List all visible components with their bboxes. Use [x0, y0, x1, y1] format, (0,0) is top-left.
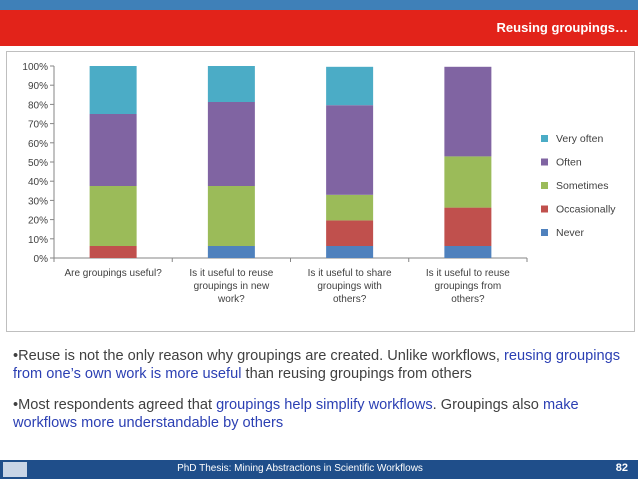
highlighted-text: make workflows more understandable by ot… — [13, 397, 579, 431]
top-accent-bar — [0, 0, 638, 10]
x-category-label: others? — [333, 294, 367, 305]
legend-label: Occasionally — [556, 204, 616, 216]
legend-swatch — [541, 205, 548, 213]
slide-title: Reusing groupings… — [496, 20, 628, 35]
y-tick-label: 20% — [28, 216, 48, 227]
y-tick-label: 30% — [28, 196, 48, 207]
bar-segment-very-often — [207, 66, 255, 102]
x-category-label: groupings from — [435, 281, 502, 292]
x-category-label: groupings with — [317, 281, 381, 292]
legend-swatch — [541, 182, 548, 189]
legend-swatch — [541, 229, 548, 236]
legend-label: Very often — [556, 133, 603, 145]
bar-segment-very-often — [89, 66, 137, 114]
legend-swatch — [541, 158, 548, 166]
bullet-item: •Most respondents agreed that groupings … — [13, 396, 631, 432]
x-category-label: Is it useful to reuse — [426, 268, 510, 279]
bar-segment-sometimes — [326, 194, 374, 221]
bar-segment-never — [444, 246, 492, 258]
y-tick-label: 90% — [28, 81, 48, 92]
legend-label: Never — [556, 227, 585, 239]
y-tick-label: 80% — [28, 100, 48, 111]
bar-segment-very-often — [326, 66, 374, 106]
bar-segment-occasionally — [326, 220, 374, 246]
footer-text: PhD Thesis: Mining Abstractions in Scien… — [177, 463, 423, 474]
slide-footer: PhD Thesis: Mining Abstractions in Scien… — [0, 460, 638, 479]
x-category-label: Are groupings useful? — [64, 268, 162, 279]
legend-label: Sometimes — [556, 180, 609, 192]
page-number: 82 — [615, 462, 628, 474]
bullet-text: than reusing groupings from others — [241, 366, 472, 382]
bar-segment-sometimes — [207, 186, 255, 246]
chart-frame: 0% 10% 20% 30% 40% 50% 60% 70% 80% 90% 100% Are gro… — [6, 51, 635, 332]
bullet-text: . Groupings also — [432, 397, 543, 413]
bar-segment-occasionally — [444, 207, 492, 246]
highlighted-text: groupings help simplify workflows — [216, 397, 433, 413]
highlighted-text: reusing groupings from one’s own work is… — [13, 348, 621, 382]
bullet-item: •Reuse is not the only reason why groupi… — [13, 347, 631, 383]
bar-segment-never — [207, 246, 255, 258]
x-category-label: Is it useful to reuse — [189, 268, 273, 279]
bullet-text: •Reuse is not the only reason why groupi… — [13, 348, 504, 364]
university-logo — [3, 462, 27, 477]
legend-swatch — [541, 135, 548, 142]
bullet-text: •Most respondents agreed that — [13, 397, 217, 413]
y-tick-label: 50% — [28, 158, 48, 169]
y-tick-label: 10% — [28, 235, 48, 246]
y-tick-label: 40% — [28, 177, 48, 188]
bar-segment-often — [89, 114, 137, 186]
y-tick-label: 100% — [22, 62, 48, 73]
x-category-label: others? — [451, 294, 485, 305]
y-tick-label: 0% — [34, 254, 49, 265]
bar-segment-sometimes — [89, 186, 137, 246]
bar-segment-often — [326, 105, 374, 195]
y-tick-label: 60% — [28, 139, 48, 150]
legend-label: Often — [556, 157, 582, 169]
x-category-label: groupings in new — [194, 281, 270, 292]
bar-segment-occasionally — [89, 246, 137, 258]
x-category-label: Is it useful to share — [308, 268, 392, 279]
bar-segment-often — [207, 102, 255, 186]
bar-segment-sometimes — [444, 156, 492, 208]
y-tick-label: 70% — [28, 120, 48, 131]
bar-segment-often — [444, 66, 492, 157]
x-category-label: work? — [217, 294, 245, 305]
slide-header: Reusing groupings… — [0, 10, 638, 46]
bar-segment-never — [326, 246, 374, 258]
stacked-bar-chart: 0% 10% 20% 30% 40% 50% 60% 70% 80% 90% 100% Are gro… — [22, 62, 616, 305]
bullet-list: •Reuse is not the only reason why groupi… — [13, 347, 631, 445]
